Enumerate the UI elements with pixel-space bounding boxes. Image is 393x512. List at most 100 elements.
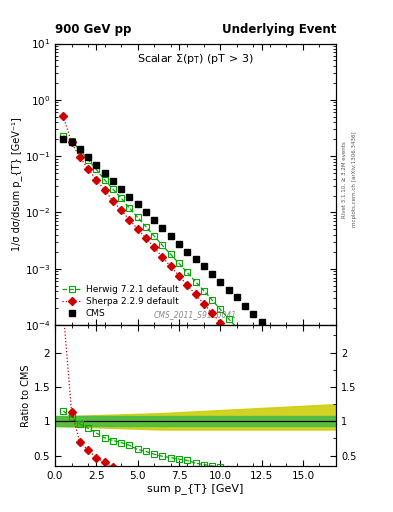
Sherpa 2.2.9 default: [193, 291, 198, 297]
Sherpa 2.2.9 default: [143, 235, 148, 241]
Herwig 7.2.1 default: [185, 269, 189, 275]
Y-axis label: 1/σ dσ/dsum p_{T} [GeV⁻¹]: 1/σ dσ/dsum p_{T} [GeV⁻¹]: [11, 117, 22, 251]
Sherpa 2.2.9 default: [259, 366, 264, 372]
Herwig 7.2.1 default: [77, 146, 82, 153]
Sherpa 2.2.9 default: [276, 383, 281, 389]
CMS: [259, 318, 264, 325]
Text: Scalar $\Sigma$(p$_\mathregular{T}$) (pT > 3): Scalar $\Sigma$(p$_\mathregular{T}$) (pT…: [137, 52, 254, 66]
Sherpa 2.2.9 default: [152, 244, 156, 250]
Herwig 7.2.1 default: [143, 224, 148, 230]
Sherpa 2.2.9 default: [110, 198, 115, 204]
CMS: [226, 287, 231, 293]
Herwig 7.2.1 default: [135, 214, 140, 220]
Herwig 7.2.1 default: [152, 233, 156, 239]
Herwig 7.2.1 default: [69, 138, 74, 144]
Legend: Herwig 7.2.1 default, Sherpa 2.2.9 default, CMS: Herwig 7.2.1 default, Sherpa 2.2.9 defau…: [59, 283, 181, 321]
CMS: [119, 186, 123, 192]
Herwig 7.2.1 default: [61, 133, 66, 139]
Herwig 7.2.1 default: [292, 387, 297, 393]
CMS: [218, 279, 223, 285]
Sherpa 2.2.9 default: [243, 347, 248, 353]
Sherpa 2.2.9 default: [210, 310, 215, 316]
Herwig 7.2.1 default: [235, 325, 239, 331]
Herwig 7.2.1 default: [259, 352, 264, 358]
CMS: [202, 263, 206, 269]
Text: Rivet 3.1.10, ≥ 3.2M events: Rivet 3.1.10, ≥ 3.2M events: [342, 141, 347, 218]
Herwig 7.2.1 default: [94, 166, 99, 173]
Sherpa 2.2.9 default: [119, 207, 123, 213]
Herwig 7.2.1 default: [210, 297, 215, 303]
X-axis label: sum p_{T} [GeV]: sum p_{T} [GeV]: [147, 483, 244, 495]
Sherpa 2.2.9 default: [218, 319, 223, 326]
CMS: [193, 256, 198, 262]
Sherpa 2.2.9 default: [127, 217, 132, 223]
Sherpa 2.2.9 default: [268, 374, 272, 380]
Herwig 7.2.1 default: [276, 369, 281, 375]
Sherpa 2.2.9 default: [309, 419, 314, 425]
Herwig 7.2.1 default: [202, 288, 206, 294]
Herwig 7.2.1 default: [301, 396, 305, 402]
Herwig 7.2.1 default: [218, 306, 223, 312]
Text: 900 GeV pp: 900 GeV pp: [55, 24, 131, 36]
Sherpa 2.2.9 default: [284, 392, 289, 398]
Sherpa 2.2.9 default: [235, 338, 239, 344]
Herwig 7.2.1 default: [243, 334, 248, 340]
Line: Herwig 7.2.1 default: Herwig 7.2.1 default: [60, 133, 323, 420]
Sherpa 2.2.9 default: [251, 356, 256, 362]
Herwig 7.2.1 default: [119, 195, 123, 201]
Herwig 7.2.1 default: [268, 360, 272, 367]
Herwig 7.2.1 default: [317, 414, 322, 420]
Sherpa 2.2.9 default: [185, 282, 189, 288]
CMS: [309, 364, 314, 370]
CMS: [69, 139, 74, 145]
Line: Sherpa 2.2.9 default: Sherpa 2.2.9 default: [61, 113, 322, 434]
Herwig 7.2.1 default: [284, 378, 289, 385]
Herwig 7.2.1 default: [127, 205, 132, 211]
CMS: [152, 217, 156, 223]
CMS: [168, 233, 173, 239]
Sherpa 2.2.9 default: [86, 165, 90, 172]
Sherpa 2.2.9 default: [61, 113, 66, 119]
Sherpa 2.2.9 default: [94, 177, 99, 183]
Herwig 7.2.1 default: [251, 343, 256, 349]
Text: Underlying Event: Underlying Event: [222, 24, 336, 36]
Sherpa 2.2.9 default: [77, 154, 82, 160]
CMS: [185, 249, 189, 255]
CMS: [135, 201, 140, 207]
CMS: [284, 341, 289, 347]
CMS: [61, 136, 66, 142]
Text: CMS_2011_S9120041: CMS_2011_S9120041: [154, 310, 237, 319]
Herwig 7.2.1 default: [226, 315, 231, 322]
Sherpa 2.2.9 default: [69, 139, 74, 145]
Herwig 7.2.1 default: [86, 157, 90, 163]
Herwig 7.2.1 default: [110, 186, 115, 192]
CMS: [317, 372, 322, 378]
Herwig 7.2.1 default: [176, 260, 181, 266]
CMS: [110, 178, 115, 184]
CMS: [243, 303, 248, 309]
Sherpa 2.2.9 default: [176, 273, 181, 279]
Line: CMS: CMS: [60, 136, 323, 378]
CMS: [143, 209, 148, 216]
CMS: [86, 154, 90, 160]
CMS: [268, 326, 272, 332]
Herwig 7.2.1 default: [309, 405, 314, 411]
CMS: [210, 271, 215, 278]
Sherpa 2.2.9 default: [301, 411, 305, 417]
Sherpa 2.2.9 default: [202, 301, 206, 307]
CMS: [77, 146, 82, 152]
CMS: [94, 162, 99, 168]
Sherpa 2.2.9 default: [102, 187, 107, 193]
CMS: [301, 356, 305, 362]
Herwig 7.2.1 default: [102, 177, 107, 183]
Text: mcplots.cern.ch [arXiv:1306.3436]: mcplots.cern.ch [arXiv:1306.3436]: [352, 132, 357, 227]
CMS: [127, 194, 132, 200]
CMS: [276, 333, 281, 339]
Sherpa 2.2.9 default: [317, 428, 322, 434]
Herwig 7.2.1 default: [160, 242, 165, 248]
CMS: [176, 241, 181, 247]
CMS: [292, 349, 297, 355]
Sherpa 2.2.9 default: [226, 329, 231, 335]
Herwig 7.2.1 default: [168, 251, 173, 258]
CMS: [102, 170, 107, 176]
